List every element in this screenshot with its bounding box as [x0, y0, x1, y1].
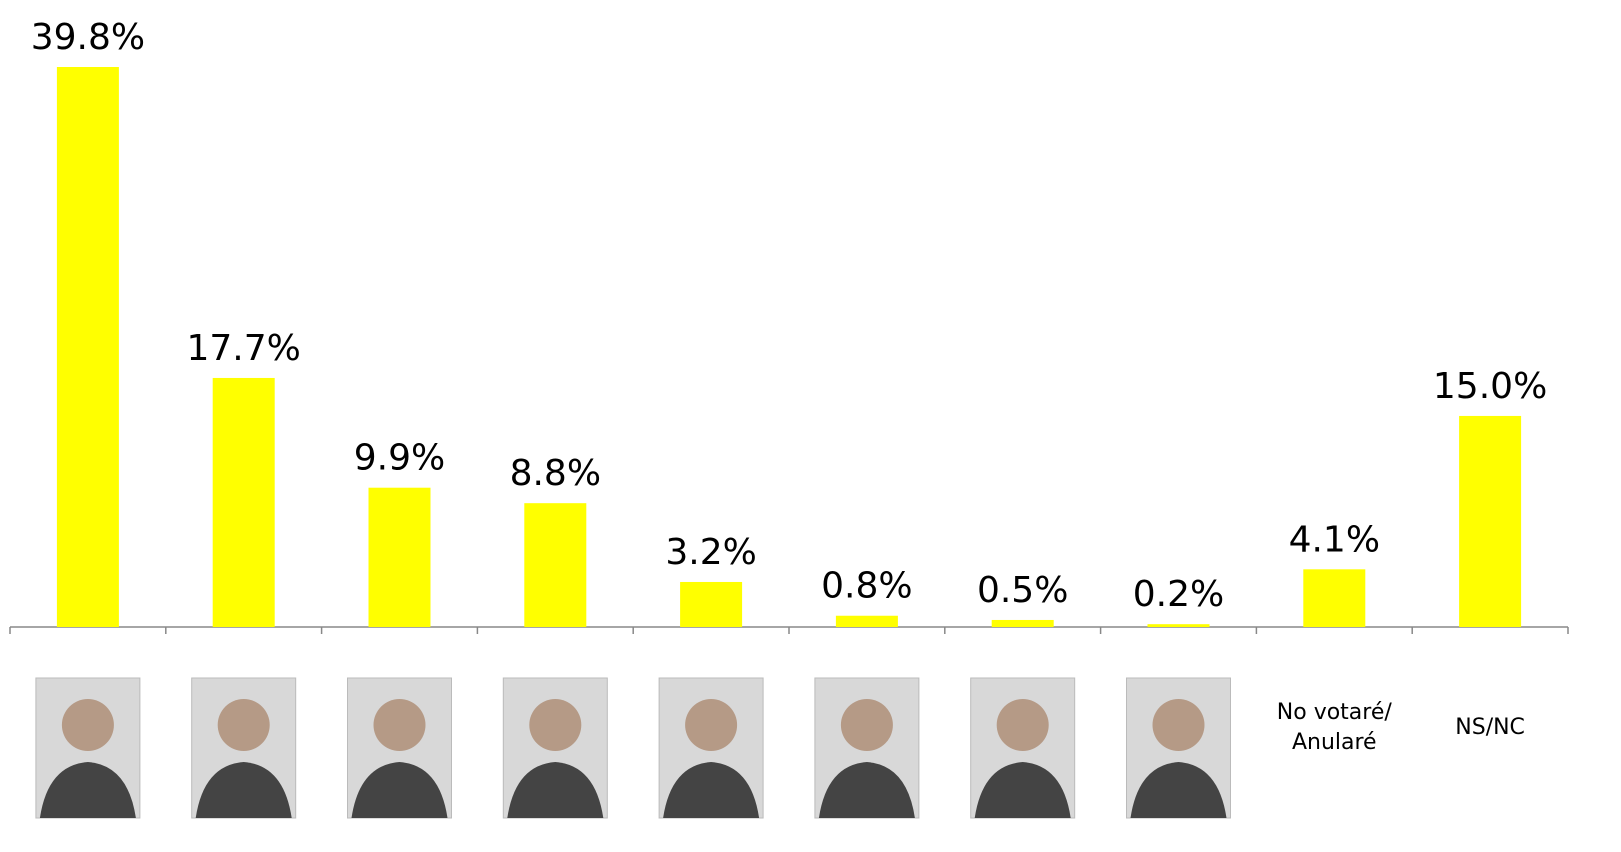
photo-head	[373, 699, 426, 751]
bar	[1459, 415, 1522, 627]
bar	[680, 581, 743, 627]
x-tick-label: NS/NC	[1455, 715, 1525, 740]
value-label: 0.8%	[821, 566, 912, 607]
bar	[212, 377, 275, 627]
value-label: 0.5%	[977, 570, 1068, 611]
value-label: 0.2%	[1133, 574, 1224, 615]
photo-head	[217, 699, 270, 751]
value-label: 9.9%	[354, 438, 445, 479]
photo-head	[529, 699, 582, 751]
bar	[835, 615, 898, 627]
value-label: 8.8%	[510, 453, 601, 494]
bar	[524, 503, 587, 627]
photo-body	[39, 762, 136, 818]
bar	[1303, 569, 1366, 627]
photo-head	[840, 699, 893, 751]
photo-body	[507, 762, 604, 818]
photo-head	[61, 699, 114, 751]
value-label: 17.7%	[187, 328, 301, 369]
photo-head	[1152, 699, 1205, 751]
photo-body	[195, 762, 292, 818]
bar	[56, 67, 119, 627]
value-label: 39.8%	[31, 17, 145, 58]
photo-body	[1130, 762, 1227, 818]
bar	[991, 619, 1054, 627]
value-label: 4.1%	[1289, 519, 1380, 560]
x-tick-label: No votaré/ Anularé	[1276, 700, 1392, 755]
value-label: 3.2%	[665, 532, 756, 573]
photo-body	[663, 762, 760, 818]
bar	[368, 487, 431, 627]
photo-body	[351, 762, 448, 818]
bar	[1147, 624, 1210, 627]
photo-head	[996, 699, 1049, 751]
value-label: 15.0%	[1433, 366, 1547, 407]
photo-body	[818, 762, 915, 818]
photo-body	[974, 762, 1071, 818]
photo-head	[685, 699, 738, 751]
